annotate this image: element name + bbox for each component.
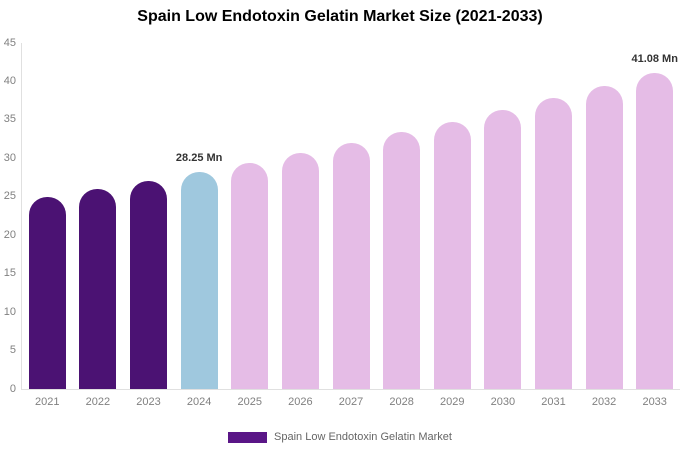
legend-label: Spain Low Endotoxin Gelatin Market (274, 431, 452, 443)
bar-2033 (636, 73, 674, 389)
y-tick-label: 30 (3, 151, 16, 164)
plot-area: 2021 2022 2023 2024 28.25 Mn 2025 2026 2027 2028… (21, 43, 680, 408)
legend-swatch (228, 431, 268, 443)
y-tick-label: 40 (3, 74, 16, 87)
x-tick-label: 2028 (389, 396, 414, 408)
x-tick-label: 2025 (237, 396, 263, 408)
bar-2028 (383, 132, 421, 389)
y-tick-label: 20 (3, 228, 16, 241)
bar-2024 (180, 171, 218, 389)
bar-value-label: 28.25 Mn (175, 151, 223, 164)
bar-2025 (231, 162, 269, 389)
x-tick-label: 2021 (35, 396, 60, 408)
x-tick-label: 2031 (541, 396, 566, 408)
bar-2022 (79, 189, 117, 389)
bar-2026 (281, 152, 319, 389)
x-tick-label: 2022 (85, 396, 111, 408)
x-tick-label: 2027 (338, 396, 364, 408)
y-tick-label: 45 (3, 36, 16, 49)
y-tick-label: 15 (3, 267, 16, 280)
bar-2021 (28, 197, 66, 389)
x-tick-label: 2024 (186, 396, 212, 408)
x-tick-label: 2030 (490, 396, 516, 408)
bar-2023 (130, 180, 168, 389)
chart-title: Spain Low Endotoxin Gelatin Market Size … (137, 8, 543, 25)
y-axis: 0 5 10 15 20 25 30 35 40 45 (0, 37, 16, 394)
x-tick-label: 2033 (642, 396, 667, 408)
y-tick-label: 10 (3, 305, 16, 318)
y-tick-label: 5 (9, 344, 16, 357)
bar-2027 (332, 142, 370, 389)
y-tick-label: 35 (3, 113, 16, 126)
bar-2032 (585, 85, 623, 389)
x-tick-label: 2023 (136, 396, 161, 408)
x-tick-label: 2032 (591, 396, 617, 408)
bar-value-label: 41.08 Mn (631, 53, 678, 66)
bar-2029 (433, 121, 471, 389)
bar-2031 (534, 98, 572, 389)
legend[interactable]: Spain Low Endotoxin Gelatin Market (0, 431, 680, 443)
x-tick-label: 2026 (288, 396, 313, 408)
bar-2030 (484, 110, 522, 389)
y-tick-label: 0 (9, 382, 16, 395)
y-tick-label: 25 (3, 190, 16, 203)
x-tick-label: 2029 (439, 396, 465, 408)
